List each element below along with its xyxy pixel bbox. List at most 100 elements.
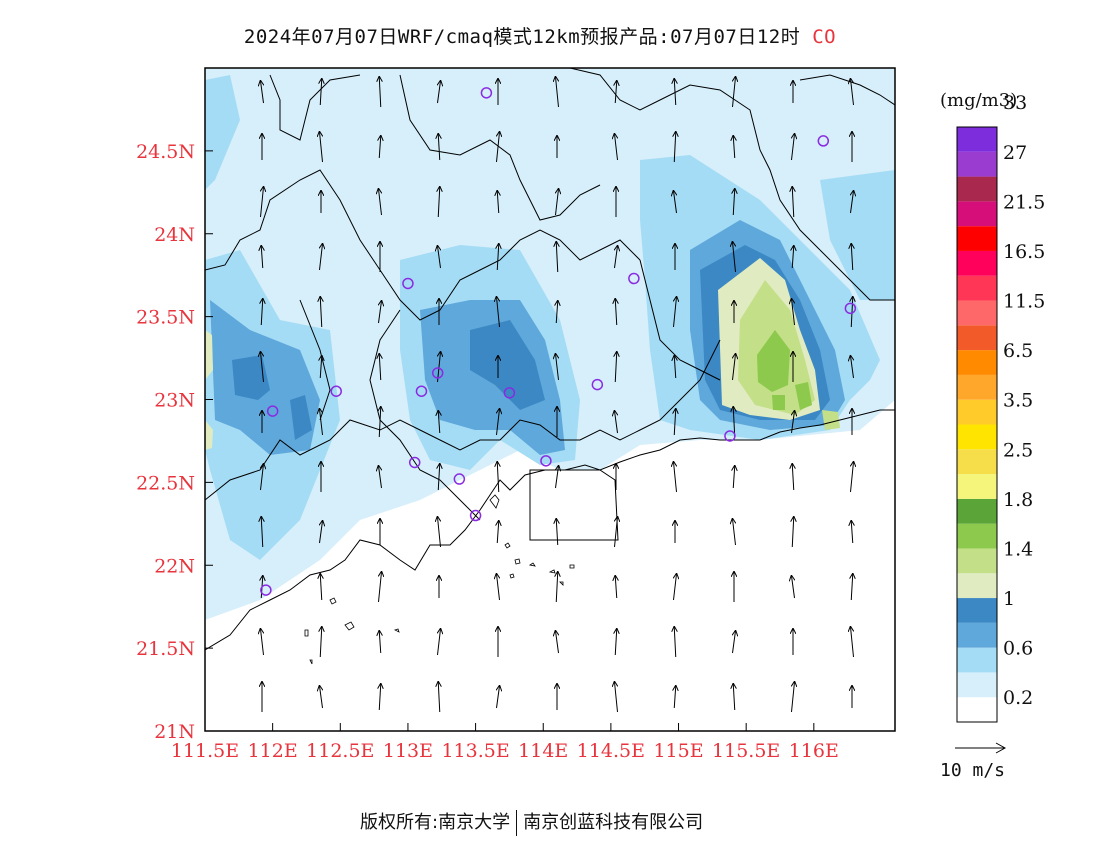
wind-arrow [792, 464, 794, 491]
wind-arrow [438, 464, 440, 491]
colorbar-segment [957, 647, 997, 673]
station-marker [540, 455, 552, 467]
wind-arrow [733, 466, 735, 489]
wind-arrow [320, 574, 322, 601]
wind-arrow [379, 354, 381, 381]
colorbar-segment [957, 498, 997, 524]
station-marker [844, 302, 857, 315]
lat-tick-label: 22N [154, 555, 195, 577]
wind-arrow [733, 684, 735, 711]
wind-arrow [261, 464, 264, 491]
wind-arrow [674, 79, 676, 106]
wind-arrow [615, 576, 617, 599]
lat-tick-label: 22.5N [136, 472, 195, 494]
wind-arrow [379, 466, 382, 489]
colorbar-segment [957, 672, 997, 698]
wind-arrow [556, 301, 558, 324]
wind-arrow [615, 411, 618, 434]
wind-arrow [674, 132, 676, 163]
wind-arrow [851, 356, 854, 379]
wind-arrow [674, 627, 676, 658]
colorbar-segment [957, 697, 997, 722]
wind-arrow [378, 572, 382, 603]
wind-arrow [497, 574, 500, 601]
lon-tick-label: 112E [248, 740, 298, 762]
colorbar: 0.2 0.6 1 1.4 1.8 2.5 3.5 6.5 11.5 16.5 21.5 27 33 [956, 92, 1045, 723]
lat-tick-label: 24N [154, 224, 195, 246]
station-marker [469, 509, 482, 522]
wind-arrow [438, 629, 441, 656]
colorbar-label: 0.6 [1003, 638, 1033, 660]
colorbar-segment [957, 350, 997, 375]
wind-arrow [320, 244, 323, 271]
lat-tick-label: 24.5N [136, 141, 195, 163]
wind-arrow [261, 299, 263, 326]
wind-arrow [615, 352, 617, 383]
station-marker [591, 378, 604, 391]
wind-arrow [615, 81, 617, 104]
wind-arrow [437, 352, 441, 383]
wind-arrow [851, 627, 854, 658]
wind-arrow [615, 134, 618, 161]
wind-arrow [674, 191, 677, 214]
wind-arrow [320, 297, 322, 328]
wind-arrow [615, 629, 617, 656]
colorbar-label: 3.5 [1003, 390, 1033, 412]
lat-tick-label: 21.5N [136, 638, 195, 660]
wind-arrow [674, 409, 676, 436]
latitude-axis: 24.5N 24N 23.5N 23N 22.5N 22N 21.5N 21N [136, 141, 213, 743]
colorbar-segment [957, 325, 997, 351]
wind-arrow [851, 574, 853, 601]
wind-arrow [733, 354, 736, 381]
wind-arrow [379, 407, 381, 438]
wind-arrow [379, 136, 381, 159]
wind-arrow [614, 517, 618, 548]
colorbar-label: 1.4 [1003, 538, 1033, 560]
species-label: CO [812, 26, 837, 48]
lon-tick-label: 113.5E [441, 740, 509, 762]
station-marker [431, 367, 444, 379]
colorbar-segment [957, 474, 997, 499]
wind-arrow [497, 297, 500, 328]
wind-arrow [556, 354, 559, 381]
wind-arrow [261, 246, 263, 269]
station-marker [260, 584, 272, 596]
wind-arrow [260, 187, 264, 218]
wind-arrow [261, 629, 264, 656]
wind-reference-arrow [955, 742, 1007, 754]
wind-arrow [556, 572, 558, 603]
colorbar-segment [957, 176, 997, 202]
copyright-left: 版权所有:南京大学 [360, 812, 511, 833]
station-marker [724, 430, 736, 442]
wind-arrow [851, 244, 853, 271]
wind-arrow [792, 246, 794, 269]
station-marker [817, 135, 830, 147]
colorbar-segment [957, 201, 997, 227]
colorbar-label: 11.5 [1003, 291, 1045, 313]
wind-arrow [497, 191, 499, 214]
colorbar-segment [957, 300, 997, 326]
lon-tick-label: 116E [789, 740, 839, 762]
separator [516, 810, 518, 836]
wind-arrow [497, 409, 500, 436]
wind-arrow [261, 517, 263, 548]
wind-arrow [673, 297, 677, 328]
wind-arrow [320, 132, 323, 163]
colorbar-label: 16.5 [1003, 241, 1045, 263]
wind-arrow [733, 631, 736, 654]
wind-arrow [851, 79, 854, 106]
wind-arrow [379, 77, 381, 108]
station-marker [453, 473, 466, 485]
wind-arrow [320, 409, 323, 436]
colorbar-segment [957, 598, 997, 623]
lat-tick-label: 23.5N [136, 307, 195, 329]
colorbar-segment [957, 250, 997, 276]
station-marker [408, 456, 421, 469]
wind-arrow [438, 246, 441, 269]
wind-arrow [615, 299, 617, 326]
wind-arrow [792, 576, 795, 599]
colorbar-label: 6.5 [1003, 340, 1033, 362]
copyright-right: 南京创蓝科技有限公司 [523, 812, 704, 833]
colorbar-segment [957, 374, 997, 400]
